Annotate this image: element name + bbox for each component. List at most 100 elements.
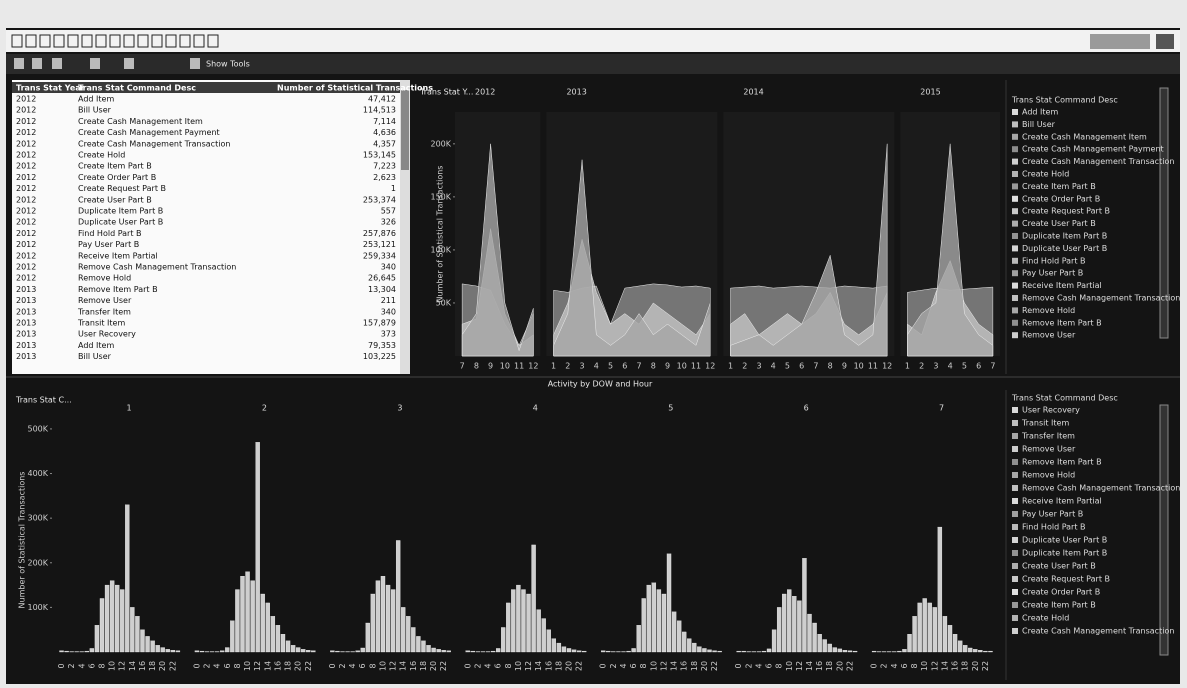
table-cell: 2012: [16, 139, 36, 148]
corner-label: Trans Stat C...: [15, 396, 72, 405]
x-tick-label: 12: [528, 362, 538, 371]
legend-label: Remove Cash Management Transaction: [1022, 484, 1180, 493]
legend-swatch: [1012, 208, 1018, 214]
x-tick-label: 10: [677, 362, 687, 371]
table-cell: Create Item Part B: [78, 162, 152, 171]
scroll-thumb[interactable]: [401, 90, 409, 170]
toolbar: [6, 54, 1180, 74]
table-cell: 2012: [16, 263, 36, 272]
bar: [115, 585, 119, 652]
year-label: 2013: [566, 88, 586, 97]
legend-label: Create Hold: [1022, 614, 1069, 623]
bar: [381, 576, 385, 652]
legend-scrollbar[interactable]: [1160, 405, 1168, 655]
bar: [442, 650, 446, 652]
legend-label: Remove Hold: [1022, 471, 1075, 480]
x-tick-label: 10: [920, 661, 929, 671]
legend-label: Add Item: [1022, 108, 1058, 117]
bar: [682, 632, 686, 652]
bar: [261, 594, 265, 652]
table-panel: [12, 80, 410, 374]
bar: [707, 650, 711, 652]
x-tick-label: 2: [880, 663, 889, 668]
tool-icon[interactable]: [14, 58, 24, 69]
window-button[interactable]: [1090, 34, 1150, 49]
table-cell: 2012: [16, 218, 36, 227]
table-cell: Transfer Item: [77, 307, 131, 316]
x-tick-label: 22: [168, 661, 177, 671]
close-button[interactable]: [1156, 34, 1174, 49]
bar: [968, 648, 972, 652]
x-tick-label: 16: [409, 661, 418, 671]
tool-icon[interactable]: [32, 58, 42, 69]
legend-label: Pay User Part B: [1022, 510, 1083, 519]
legend-swatch: [1012, 602, 1018, 608]
bar: [286, 641, 290, 652]
x-tick-label: 16: [138, 661, 147, 671]
bar: [230, 621, 234, 652]
x-tick-label: 8: [651, 362, 656, 371]
bar: [125, 505, 129, 652]
x-tick-label: 12: [389, 661, 398, 671]
bar: [667, 554, 671, 652]
bar: [120, 590, 124, 652]
bar: [521, 590, 525, 652]
bar: [537, 610, 541, 652]
table-cell: 2013: [16, 319, 36, 328]
legend-label: Create Request Part B: [1022, 207, 1110, 216]
bar: [281, 634, 285, 652]
bar: [697, 647, 701, 652]
x-tick-label: 10: [649, 661, 658, 671]
x-tick-label: 0: [599, 663, 608, 668]
table-cell: 2013: [16, 341, 36, 350]
table-cell: 4,357: [373, 139, 396, 148]
legend-swatch: [1012, 221, 1018, 227]
table-cell: 26,645: [368, 274, 396, 283]
bar: [958, 641, 962, 652]
x-tick-label: 8: [233, 663, 242, 668]
year-label: 2015: [920, 88, 940, 97]
bar: [792, 596, 796, 652]
bar: [632, 648, 636, 652]
bar: [843, 650, 847, 652]
tool-icon[interactable]: [124, 58, 134, 69]
tool-icon[interactable]: [190, 58, 200, 69]
tool-icon[interactable]: [90, 58, 100, 69]
x-tick-label: 14: [940, 661, 949, 671]
legend-label: Remove Hold: [1022, 306, 1075, 315]
day-label: 1: [126, 404, 131, 413]
bar: [376, 581, 380, 652]
bar: [938, 527, 942, 652]
x-tick-label: 9: [488, 362, 493, 371]
bar: [161, 648, 165, 652]
x-tick-label: 18: [554, 661, 563, 671]
year-label: 2014: [743, 88, 763, 97]
legend-label: Remove User: [1022, 445, 1076, 454]
legend-swatch: [1012, 159, 1018, 165]
x-tick-label: 18: [148, 661, 157, 671]
legend-swatch: [1012, 459, 1018, 465]
bar: [897, 651, 901, 652]
bar: [266, 603, 270, 652]
x-tick-label: 11: [868, 362, 878, 371]
tool-icon[interactable]: [52, 58, 62, 69]
x-tick-label: 8: [910, 663, 919, 668]
x-tick-label: 4: [619, 663, 628, 668]
bar: [907, 634, 911, 652]
bar: [787, 590, 791, 652]
bar: [552, 639, 556, 652]
x-tick-label: 6: [87, 663, 96, 668]
x-tick-label: 22: [845, 661, 854, 671]
bar: [130, 607, 134, 652]
legend-label: Create Request Part B: [1022, 575, 1110, 584]
legend-swatch: [1012, 537, 1018, 543]
x-tick-label: 18: [961, 661, 970, 671]
legend-swatch: [1012, 472, 1018, 478]
bar: [642, 598, 646, 652]
bar: [782, 594, 786, 652]
x-tick-label: 2: [473, 663, 482, 668]
bar: [672, 612, 676, 652]
table-cell: Create Cash Management Payment: [78, 128, 220, 137]
show-tools[interactable]: Show Tools: [206, 60, 250, 69]
bar: [713, 651, 717, 652]
